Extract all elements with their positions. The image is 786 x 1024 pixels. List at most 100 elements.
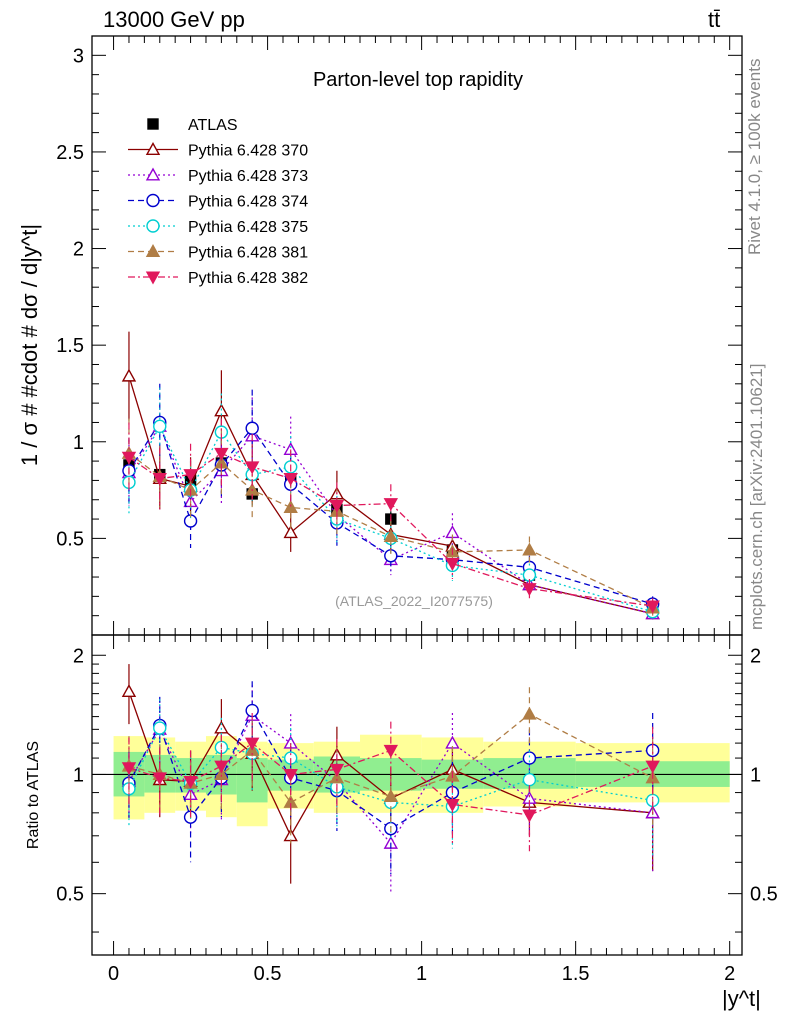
data-point	[283, 768, 298, 782]
legend-marker	[145, 142, 161, 156]
data-point	[383, 498, 399, 512]
legend-item: Pythia 6.428 373	[128, 167, 308, 185]
series-line	[128, 452, 653, 607]
data-point	[283, 500, 298, 513]
data-point	[283, 472, 298, 486]
y-tick-label: 2	[73, 239, 84, 261]
data-point	[121, 762, 137, 776]
energy-label: 13000 GeV pp	[103, 7, 245, 32]
data-point	[152, 472, 167, 486]
data-point	[121, 451, 137, 465]
data-point	[383, 529, 399, 542]
series-line	[128, 713, 653, 804]
x-tick-label: 0.5	[254, 963, 282, 985]
x-tick-label: 1	[416, 963, 427, 985]
series-line	[128, 424, 653, 613]
main-panel: 0.5 1 1.5 2 2.5 3 Parton-level top rapidity (…	[17, 35, 743, 636]
data-point	[183, 469, 198, 483]
data-point	[522, 809, 537, 823]
series-pythia-6-428-374	[122, 383, 660, 612]
analysis-label: (ATLAS_2022_I2077575)	[335, 593, 493, 609]
legend-item: ATLAS	[147, 117, 238, 134]
ratio-series-pythia-6-428-382	[121, 712, 660, 852]
chart-title: Parton-level top rapidity	[313, 69, 523, 91]
ratio-y-tick-label-right: 0.5	[750, 884, 778, 906]
legend-marker	[145, 244, 161, 257]
ratio-y-axis-label: Ratio to ATLAS	[25, 741, 42, 849]
ratio-y-tick-label: 2	[73, 645, 84, 667]
ratio-y-tick-label: 0.5	[56, 884, 84, 906]
data-point	[329, 763, 345, 777]
data-point	[283, 525, 298, 539]
series-line	[128, 424, 653, 615]
legend: ATLAS Pythia 6.428 370 Pythia 6.428 373 Pyt…	[128, 117, 308, 287]
data-point	[522, 583, 537, 597]
series-line	[128, 452, 653, 609]
data-point	[645, 760, 660, 774]
rivet-label: Rivet 4.1.0, ≥ 100k events	[745, 59, 764, 255]
y-tick-label: 3	[73, 45, 84, 67]
legend-marker	[147, 118, 159, 130]
data-point	[121, 368, 137, 382]
series-pythia-6-428-382	[121, 418, 660, 614]
data-point	[522, 706, 537, 720]
legend-item: Pythia 6.428 374	[128, 194, 308, 211]
data-point	[214, 447, 229, 461]
legend-marker	[146, 219, 160, 233]
x-tick-label: 2	[724, 963, 735, 985]
ratio-uncertainty-bands	[113, 734, 730, 827]
ratio-y-tick-label-right: 2	[750, 645, 761, 667]
y-tick-label: 0.5	[56, 528, 84, 550]
data-point	[214, 720, 229, 734]
legend-item: Pythia 6.428 370	[128, 142, 308, 160]
y-tick-label: 1.5	[56, 335, 84, 357]
data-point	[445, 798, 460, 812]
data-point	[383, 744, 399, 758]
data-point	[244, 461, 260, 475]
series-line	[128, 726, 653, 808]
y-tick-label: 2.5	[56, 142, 84, 164]
legend-label: Pythia 6.428 375	[188, 219, 308, 236]
main-y-axis-label: 1 / σ # #cdot # dσ / d|y^t|	[17, 224, 42, 466]
data-point	[152, 772, 167, 786]
legend-marker	[145, 167, 161, 181]
data-point	[645, 600, 660, 614]
legend-label: Pythia 6.428 370	[188, 143, 308, 160]
data-point	[121, 684, 137, 697]
data-point	[329, 500, 345, 513]
data-point	[329, 770, 345, 784]
process-label: tt̄	[708, 7, 720, 32]
x-tick-label: 0	[108, 963, 119, 985]
ratio-y-tick-label: 1	[73, 764, 84, 786]
legend-label: Pythia 6.428 382	[188, 270, 308, 287]
ratio-y-tick-label-right: 1	[750, 764, 761, 786]
data-point	[153, 721, 167, 735]
legend-label: Pythia 6.428 374	[188, 194, 308, 211]
x-axis-label: |y^t|	[722, 986, 761, 1011]
legend-item: Pythia 6.428 381	[128, 244, 308, 262]
legend-marker	[146, 193, 160, 208]
ratio-series-layer	[121, 664, 660, 894]
ratio-frame	[91, 634, 743, 956]
x-tick-label: 1.5	[562, 963, 590, 985]
legend-marker	[145, 271, 161, 285]
legend-item: Pythia 6.428 375	[128, 219, 308, 236]
legend-item: Pythia 6.428 382	[128, 270, 308, 287]
mcplots-label: mcplots.cern.ch [arXiv:2401.10621]	[747, 364, 766, 630]
data-point	[214, 767, 229, 780]
data-point	[245, 421, 259, 435]
data-point	[153, 419, 167, 434]
data-point	[183, 775, 198, 789]
ratio-panel: 0.5 0.5 1 1 2 2 0 0.5 1 1.5 2 Ratio to ATLAS	[25, 634, 778, 985]
legend-label: Pythia 6.428 381	[188, 245, 308, 262]
data-point	[522, 772, 537, 787]
y-tick-label: 1	[73, 432, 84, 454]
main-series-layer	[121, 331, 660, 620]
data-point	[244, 737, 260, 751]
ratio-axis-ticks: 0.5 0.5 1 1 2 2 0 0.5 1 1.5 2	[56, 635, 778, 985]
data-point	[383, 789, 399, 802]
main-axis-ticks: 0.5 1 1.5 2 2.5 3	[56, 36, 742, 635]
legend-label: Pythia 6.428 373	[188, 168, 308, 185]
legend-label: ATLAS	[188, 117, 238, 134]
